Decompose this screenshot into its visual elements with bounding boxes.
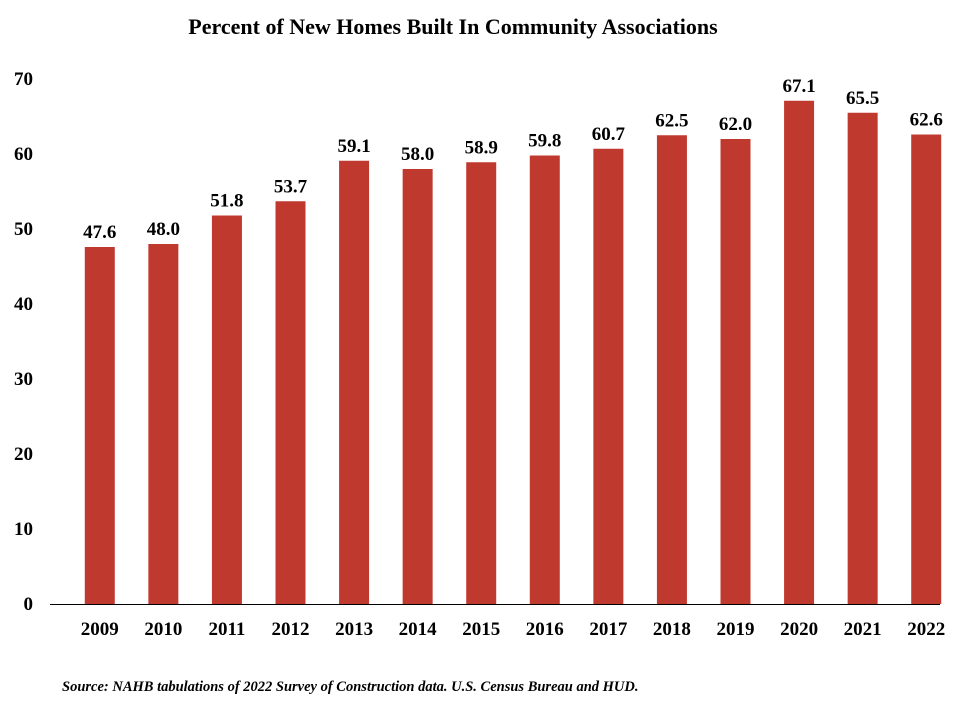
bar-2009 bbox=[84, 247, 115, 604]
value-label-2015: 58.9 bbox=[465, 137, 498, 158]
x-tick-label-2021: 2021 bbox=[844, 619, 882, 640]
value-label-2017: 60.7 bbox=[592, 124, 626, 145]
value-label-2016: 59.8 bbox=[528, 131, 561, 152]
y-tick-label: 60 bbox=[14, 144, 33, 165]
y-tick-label: 20 bbox=[14, 444, 33, 465]
value-label-2009: 47.6 bbox=[83, 222, 116, 243]
value-label-2014: 58.0 bbox=[401, 144, 434, 165]
x-tick-label-2013: 2013 bbox=[335, 619, 373, 640]
x-tick-label-2010: 2010 bbox=[144, 619, 182, 640]
y-tick-label: 10 bbox=[14, 519, 33, 540]
x-tick-label-2012: 2012 bbox=[272, 619, 310, 640]
y-tick-label: 0 bbox=[24, 594, 34, 615]
bar-2022 bbox=[911, 134, 942, 604]
bar-2017 bbox=[593, 148, 624, 604]
y-tick-label: 70 bbox=[14, 69, 33, 90]
x-tick-label-2018: 2018 bbox=[653, 619, 691, 640]
x-tick-label-2009: 2009 bbox=[81, 619, 119, 640]
bar-2019 bbox=[720, 139, 751, 604]
bar-2011 bbox=[211, 215, 242, 604]
y-axis-ticks: 0 10 20 30 40 50 60 70 bbox=[14, 69, 33, 615]
value-label-2011: 51.8 bbox=[210, 191, 243, 212]
bar-2015 bbox=[466, 162, 497, 604]
x-tick-label-2015: 2015 bbox=[462, 619, 500, 640]
bar-2016 bbox=[529, 155, 560, 604]
x-axis-category-labels: 2009 2010 2011 2012 2013 2014 2015 2016 2017 2018… bbox=[81, 619, 945, 640]
bar-2012 bbox=[275, 201, 306, 604]
bar-2021 bbox=[847, 112, 878, 604]
bar-2020 bbox=[784, 100, 815, 604]
x-tick-label-2020: 2020 bbox=[780, 619, 818, 640]
value-label-2019: 62.0 bbox=[719, 114, 752, 135]
value-label-2022: 62.6 bbox=[910, 110, 943, 131]
value-label-2013: 59.1 bbox=[337, 136, 370, 157]
x-tick-label-2022: 2022 bbox=[907, 619, 945, 640]
x-tick-label-2011: 2011 bbox=[208, 619, 245, 640]
y-tick-label: 30 bbox=[14, 369, 33, 390]
x-tick-label-2019: 2019 bbox=[717, 619, 755, 640]
value-label-2010: 48.0 bbox=[147, 219, 180, 240]
source-note: Source: NAHB tabulations of 2022 Survey … bbox=[62, 679, 639, 695]
chart-title: Percent of New Homes Built In Community … bbox=[188, 14, 718, 39]
value-label-2018: 62.5 bbox=[655, 110, 688, 131]
x-tick-label-2016: 2016 bbox=[526, 619, 564, 640]
y-tick-label: 40 bbox=[14, 294, 33, 315]
value-labels: 47.6 48.0 51.8 53.7 59.1 58.0 58.9 59.8 60.7 62.5… bbox=[83, 76, 943, 243]
x-tick-label-2017: 2017 bbox=[589, 619, 628, 640]
bar-2010 bbox=[148, 244, 179, 604]
value-label-2012: 53.7 bbox=[274, 176, 308, 197]
bar-2014 bbox=[402, 169, 433, 604]
value-label-2021: 65.5 bbox=[846, 88, 879, 109]
bars bbox=[84, 100, 942, 604]
y-tick-label: 50 bbox=[14, 219, 33, 240]
x-tick-label-2014: 2014 bbox=[399, 619, 438, 640]
bar-2018 bbox=[656, 135, 687, 604]
value-label-2020: 67.1 bbox=[782, 76, 815, 97]
bar-2013 bbox=[339, 160, 370, 604]
